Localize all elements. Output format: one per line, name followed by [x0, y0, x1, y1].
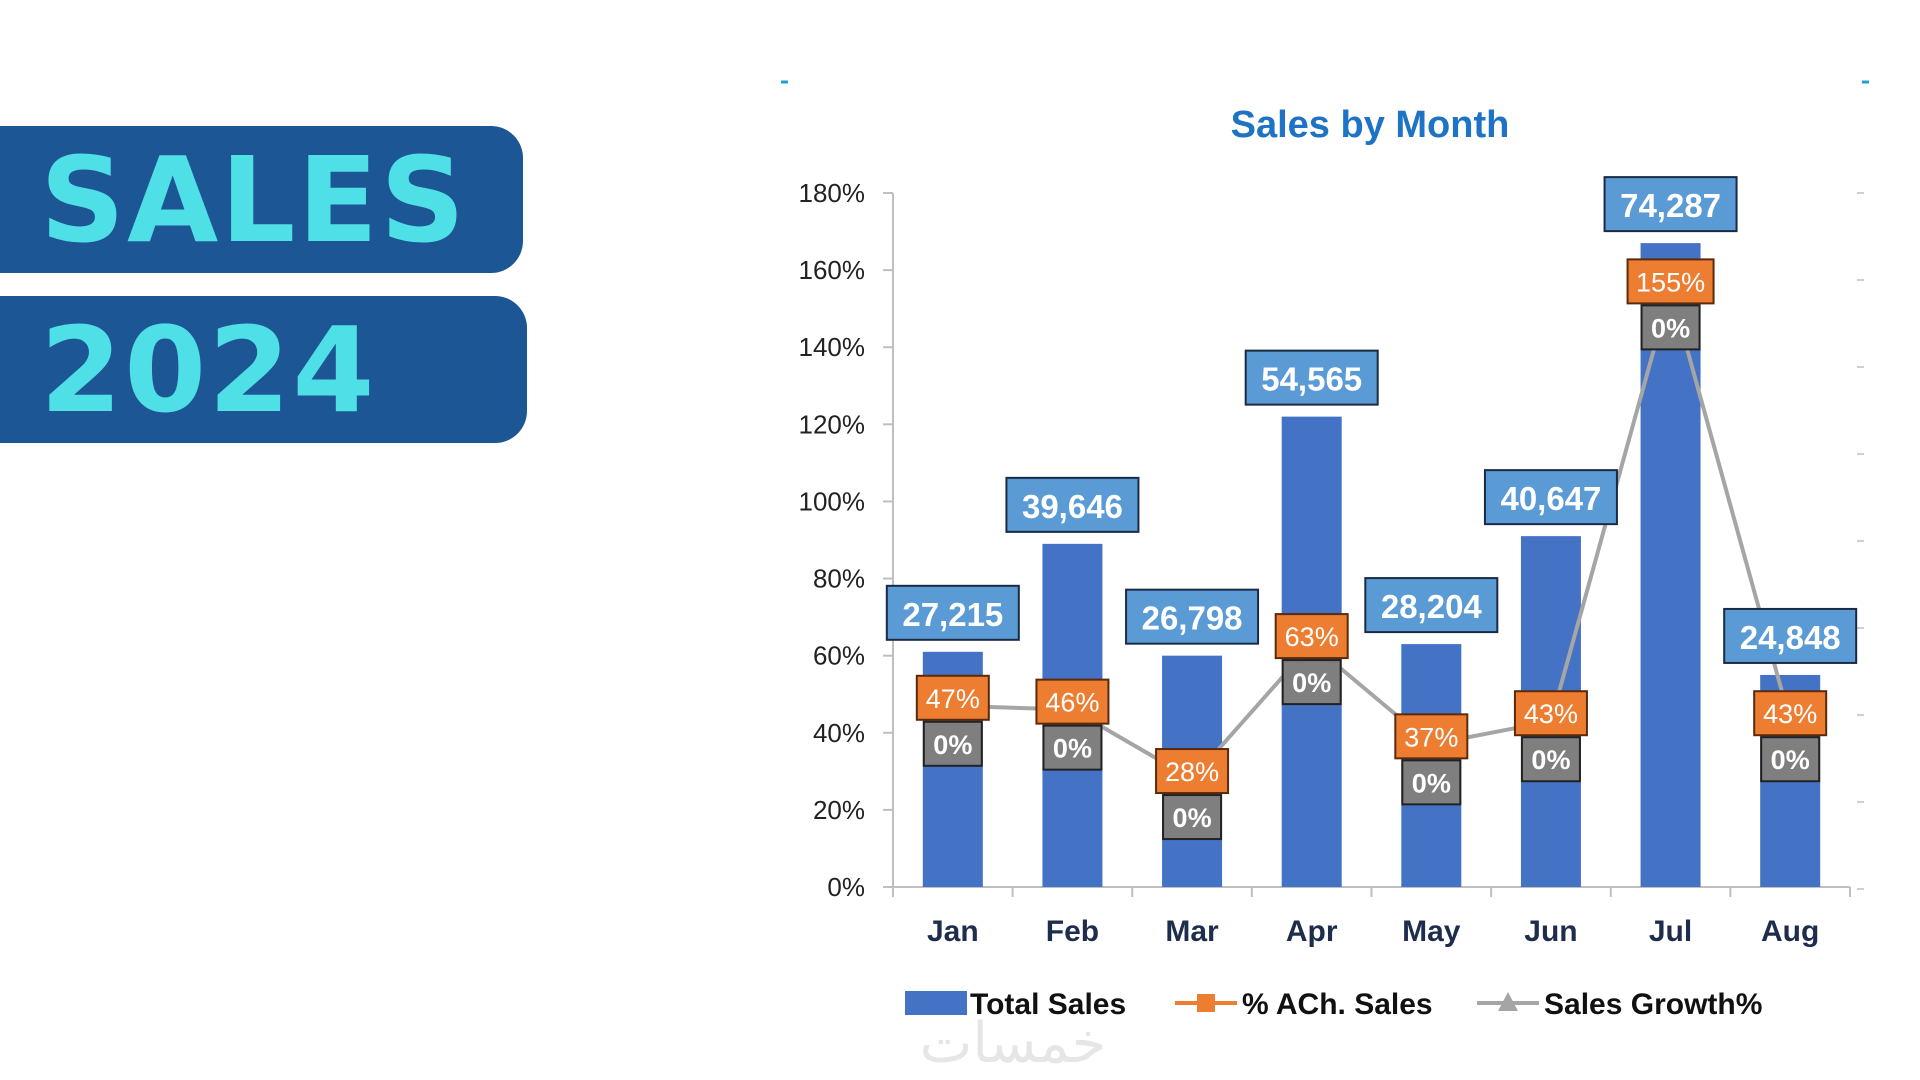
x-category-label: Feb	[1046, 915, 1099, 948]
banner-text-sales: SALES	[40, 130, 468, 269]
sales-growth-label-box	[922, 720, 983, 767]
legend-swatch-total-sales	[905, 991, 967, 1015]
bar-total-sales	[1640, 243, 1701, 888]
y-tick-label: 0%	[827, 872, 865, 902]
ach-sales-label: 43%	[1524, 699, 1578, 729]
x-category-label: May	[1402, 915, 1461, 948]
y-tick-label: 100%	[799, 486, 866, 516]
bar-value-label: 28,204	[1381, 588, 1483, 625]
ach-sales-label-box	[1513, 690, 1588, 737]
x-category-label: Jun	[1524, 915, 1577, 948]
bar-value-label-box	[1125, 588, 1260, 645]
bar-value-label: 74,287	[1620, 187, 1721, 224]
x-category-label: Apr	[1286, 915, 1338, 948]
x-category-label: Jul	[1649, 915, 1692, 948]
ach-sales-label-box	[1626, 258, 1715, 305]
ach-sales-label: 28%	[1165, 757, 1219, 787]
sales-growth-label: 0%	[1173, 803, 1212, 833]
bar-value-label-box	[1603, 176, 1738, 233]
bar-value-label-box	[1364, 577, 1499, 634]
ach-sales-label: 155%	[1636, 267, 1705, 297]
bar-value-label-box	[1244, 349, 1379, 406]
y-tick-label: 20%	[813, 795, 865, 825]
ach-sales-label-box	[1274, 613, 1349, 660]
ach-sales-label-box	[1394, 713, 1469, 760]
legend-swatch-ach-marker	[1197, 994, 1215, 1012]
bar-value-label: 24,848	[1740, 619, 1841, 656]
y-tick-label: 140%	[799, 332, 866, 362]
x-category-label: Aug	[1761, 915, 1819, 948]
y-tick-label: 120%	[799, 409, 866, 439]
bar-value-label-box	[1723, 607, 1858, 664]
y-tick-label: 40%	[813, 718, 865, 748]
bar-value-label: 54,565	[1261, 361, 1362, 398]
label-layer: 27,215 39,646 26,798 54,565 28,204 40,647 74,2…	[885, 176, 1858, 841]
sales-growth-label-box	[1520, 736, 1581, 783]
bar-value-label-box	[885, 584, 1020, 641]
sales-growth-label: 0%	[1053, 734, 1092, 764]
sales-growth-label-box	[1401, 759, 1462, 806]
sales-growth-label: 0%	[1292, 668, 1331, 698]
chart-title: Sales by Month	[1231, 104, 1510, 146]
bar-value-label-box	[1483, 469, 1618, 526]
title-banner-year: 2024	[0, 296, 527, 443]
ach-sales-label: 37%	[1404, 722, 1458, 752]
ach-sales-label-box	[1035, 678, 1110, 725]
legend-label-ach-sales: % ACh. Sales	[1242, 988, 1433, 1021]
y-tick-label: 80%	[813, 564, 865, 594]
legend-swatch-growth-marker	[1498, 992, 1518, 1011]
title-banner-sales: SALES	[0, 126, 523, 273]
y-tick-label: 160%	[799, 255, 866, 285]
legend-label-sales-growth: Sales Growth%	[1544, 988, 1762, 1021]
watermark-text: خمسات	[920, 1011, 1107, 1076]
sales-growth-label: 0%	[1412, 768, 1451, 798]
ach-sales-label-box	[1155, 748, 1230, 795]
bar-value-label: 26,798	[1142, 600, 1243, 637]
y-tick-label: 60%	[813, 641, 865, 671]
sales-growth-label-box	[1281, 659, 1342, 706]
sales-growth-label: 0%	[1531, 745, 1570, 775]
ach-sales-label: 46%	[1045, 688, 1099, 718]
banner-text-year: 2024	[40, 300, 377, 439]
sales-growth-label-box	[1760, 736, 1821, 783]
bar-value-label-box	[1005, 476, 1140, 533]
bar-value-label: 27,215	[902, 596, 1003, 633]
bar-value-label: 40,647	[1500, 480, 1601, 517]
sales-growth-label: 0%	[1771, 745, 1810, 775]
ach-sales-label-box	[915, 674, 990, 721]
x-category-label: Jan	[927, 915, 979, 948]
sales-growth-label-box	[1162, 794, 1223, 841]
bar-value-label: 39,646	[1022, 488, 1123, 525]
sales-growth-label: 0%	[1651, 313, 1690, 343]
sales-growth-label-box	[1042, 724, 1103, 771]
y-tick-label: 180%	[799, 178, 866, 208]
ach-sales-label: 63%	[1285, 622, 1339, 652]
ach-sales-label-box	[1753, 690, 1828, 737]
ach-sales-label: 47%	[926, 684, 980, 714]
sales-growth-label: 0%	[933, 730, 972, 760]
sales-growth-label-box	[1640, 304, 1701, 351]
x-category-label: Mar	[1165, 915, 1219, 948]
legend: Total Sales % ACh. Sales Sales Growth%	[905, 988, 1762, 1021]
legend-label-total-sales: Total Sales	[970, 988, 1126, 1021]
ach-sales-label: 43%	[1763, 699, 1817, 729]
